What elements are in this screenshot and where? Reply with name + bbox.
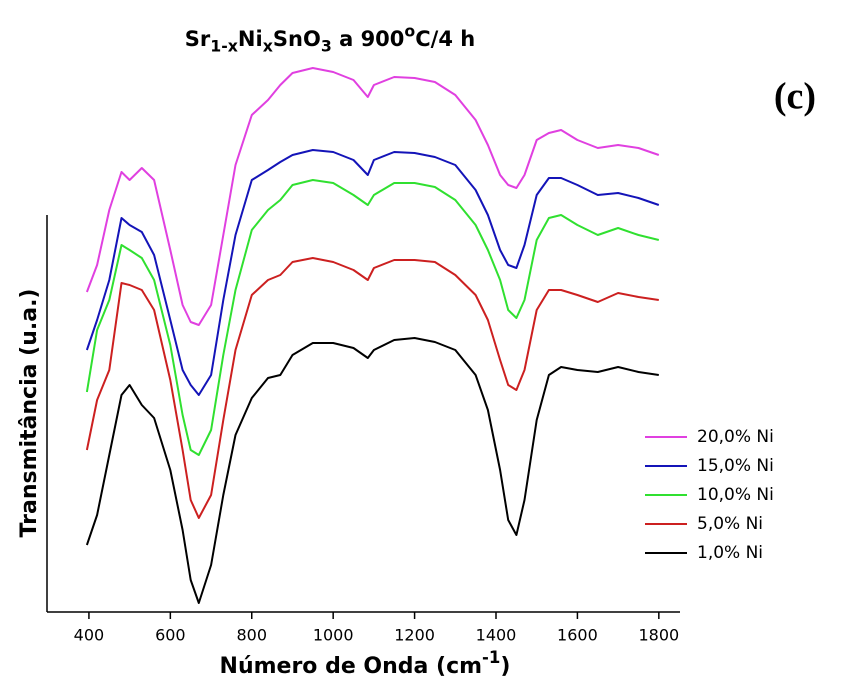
legend-label: 15,0% Ni [697, 456, 774, 476]
text-part: Sr [185, 27, 211, 51]
y-axis-label: Transmitância (u.a.) [17, 289, 42, 538]
text-part: 1-x [210, 36, 238, 55]
x-tick-label: 1800 [638, 626, 679, 645]
x-axis-label: Número de Onda (cm-1) [220, 648, 511, 679]
x-tick-label: 800 [236, 626, 267, 645]
legend-label: 10,0% Ni [697, 485, 774, 505]
series-line [85, 337, 659, 604]
series-line [85, 257, 659, 519]
x-tick-label: 1400 [476, 626, 517, 645]
chart-title: Sr1-xNixSnO3 a 900oC/4 h [185, 21, 475, 55]
annotation: (c) [774, 76, 816, 118]
legend-label: 5,0% Ni [697, 514, 763, 534]
text-part: Número de Onda (cm [220, 654, 483, 679]
x-tick-label: 1200 [394, 626, 435, 645]
x-tick-label: 400 [74, 626, 105, 645]
series-line [85, 179, 660, 456]
series-line [85, 149, 660, 396]
text-part: ) [500, 654, 510, 679]
text-part: -1 [482, 648, 500, 667]
text-part: C/4 h [415, 27, 475, 51]
text-part: SnO [273, 27, 321, 51]
text-part: Ni [238, 27, 263, 51]
text-part: 3 [321, 36, 332, 55]
text-part: x [263, 36, 273, 55]
legend-label: 1,0% Ni [697, 543, 763, 563]
text-part: a 900 [332, 27, 405, 51]
x-tick-label: 600 [155, 626, 186, 645]
series-line [85, 67, 660, 326]
x-tick-label: 1000 [313, 626, 354, 645]
x-tick-label: 1600 [557, 626, 598, 645]
legend-label: 20,0% Ni [697, 427, 774, 447]
text-part: o [404, 21, 415, 40]
